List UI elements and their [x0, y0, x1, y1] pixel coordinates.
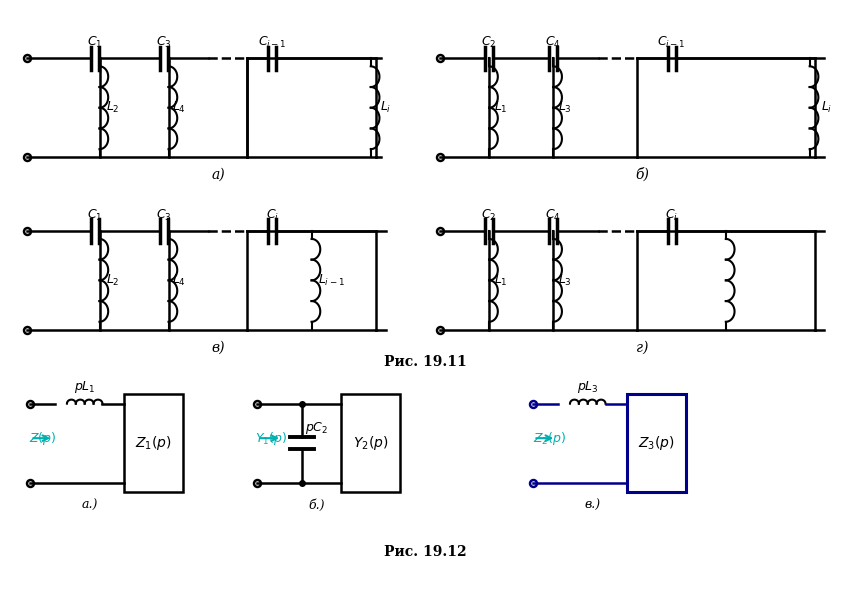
- Text: $Y_1(p)$: $Y_1(p)$: [255, 430, 287, 447]
- Text: $Y_2(p)$: $Y_2(p)$: [353, 434, 388, 452]
- Text: $L_{i-1}$: $L_{i-1}$: [318, 273, 345, 288]
- Text: $L_2$: $L_2$: [105, 100, 119, 115]
- Text: $C_3$: $C_3$: [156, 208, 172, 223]
- Text: Рис. 19.12: Рис. 19.12: [383, 544, 467, 558]
- Text: г): г): [636, 340, 649, 354]
- Text: $pL_1$: $pL_1$: [74, 379, 95, 395]
- Text: в.): в.): [585, 499, 601, 512]
- Text: а.): а.): [82, 499, 98, 512]
- Text: $C_2$: $C_2$: [481, 35, 496, 50]
- Text: а): а): [211, 168, 224, 182]
- Text: $C_1$: $C_1$: [87, 208, 102, 223]
- Text: $L_3$: $L_3$: [558, 100, 572, 115]
- Text: $C_3$: $C_3$: [156, 35, 172, 50]
- Text: $Z(p)$: $Z(p)$: [30, 430, 57, 447]
- Text: $C_{i-1}$: $C_{i-1}$: [258, 35, 286, 50]
- Text: $C_{i-1}$: $C_{i-1}$: [657, 35, 686, 50]
- Text: $C_4$: $C_4$: [546, 208, 561, 223]
- Text: $L_2$: $L_2$: [105, 273, 119, 288]
- Text: $C_i$: $C_i$: [265, 208, 279, 223]
- Text: $Z_2(p)$: $Z_2(p)$: [532, 430, 566, 447]
- Text: в): в): [211, 340, 224, 354]
- Text: $L_4$: $L_4$: [173, 273, 186, 288]
- Text: $L_i$: $L_i$: [380, 100, 391, 115]
- Text: $L_1$: $L_1$: [494, 100, 507, 115]
- Bar: [124, 393, 184, 492]
- Text: Рис. 19.11: Рис. 19.11: [383, 355, 467, 369]
- Text: $C_2$: $C_2$: [481, 208, 496, 223]
- Text: $C_1$: $C_1$: [87, 35, 102, 50]
- Text: $C_4$: $C_4$: [546, 35, 561, 50]
- Text: б.): б.): [309, 499, 325, 512]
- Text: $pL_3$: $pL_3$: [577, 379, 598, 395]
- Text: $L_4$: $L_4$: [173, 100, 186, 115]
- Text: $Z_3(p)$: $Z_3(p)$: [638, 434, 675, 452]
- Bar: [341, 393, 400, 492]
- Bar: [627, 393, 687, 492]
- Text: $pC_2$: $pC_2$: [305, 420, 328, 436]
- Text: $Z_1(p)$: $Z_1(p)$: [135, 434, 173, 452]
- Text: $C_i$: $C_i$: [665, 208, 678, 223]
- Text: $L_3$: $L_3$: [558, 273, 572, 288]
- Text: б): б): [635, 167, 649, 182]
- Text: $L_i$: $L_i$: [821, 100, 832, 115]
- Text: $L_1$: $L_1$: [494, 273, 507, 288]
